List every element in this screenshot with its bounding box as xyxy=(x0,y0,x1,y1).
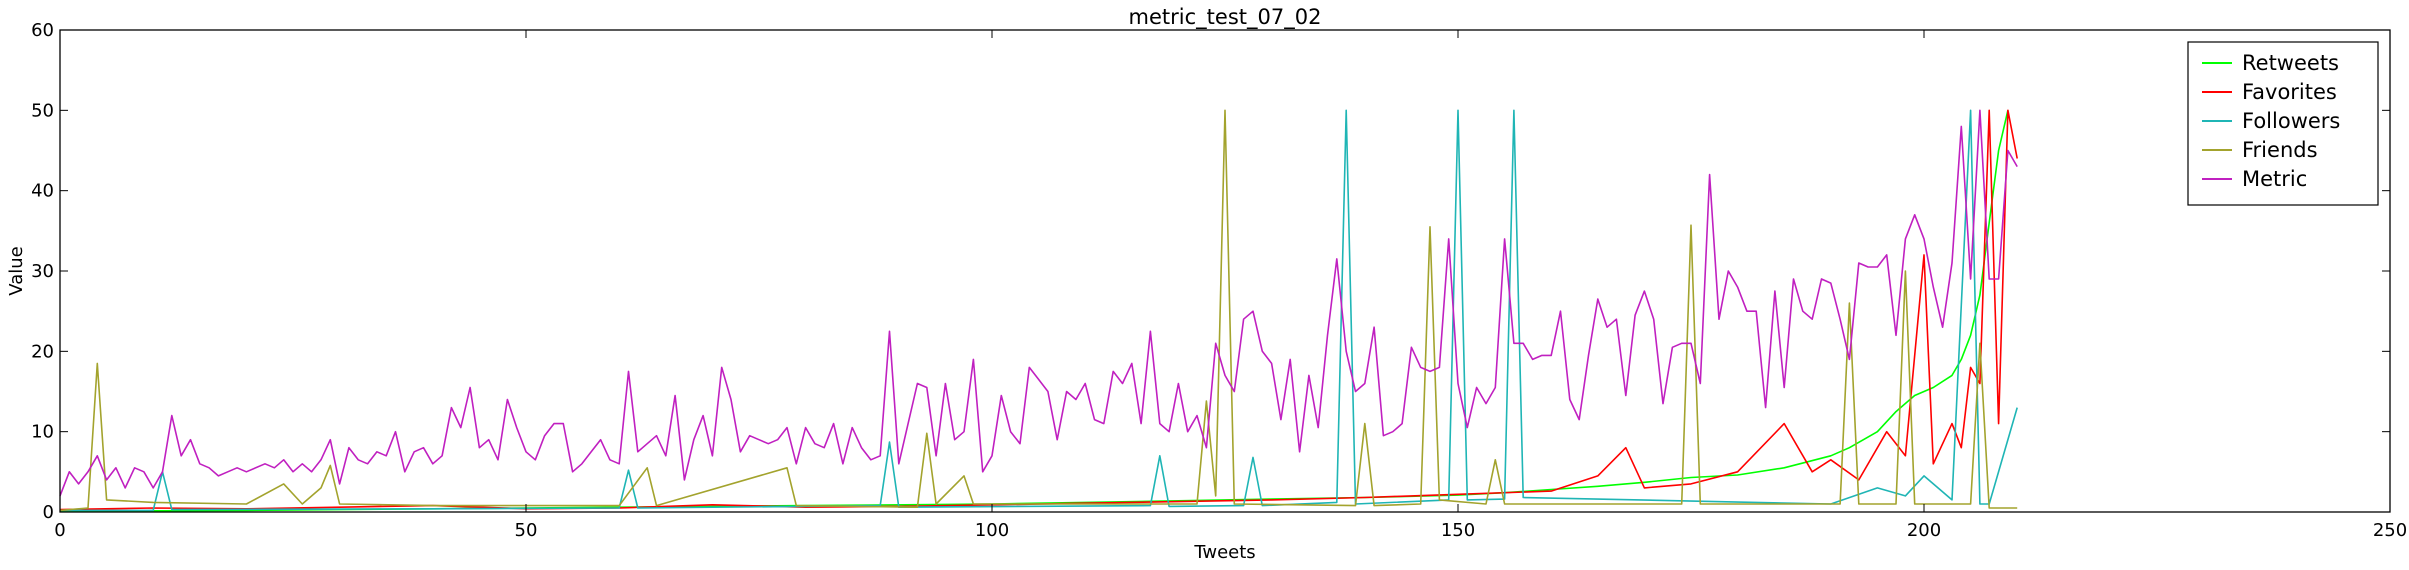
legend-label: Followers xyxy=(2242,109,2340,133)
y-tick-label: 20 xyxy=(31,341,54,362)
legend-box xyxy=(2187,41,2379,206)
legend-label: Retweets xyxy=(2242,51,2339,75)
x-tick-label: 200 xyxy=(1907,520,1941,541)
x-axis-label: Tweets xyxy=(1193,542,1255,563)
y-tick-label: 40 xyxy=(31,181,54,202)
y-tick-label: 60 xyxy=(31,20,54,41)
chart-title: metric_test_07_02 xyxy=(1129,5,1322,30)
y-tick-label: 50 xyxy=(31,100,54,121)
x-tick-label: 100 xyxy=(975,520,1009,541)
series-line-metric xyxy=(59,109,2018,497)
series-line-friends xyxy=(59,109,2018,512)
legend-label: Metric xyxy=(2242,167,2307,191)
x-tick-label: 150 xyxy=(1441,520,1475,541)
legend-label: Favorites xyxy=(2242,80,2337,104)
legend-label: Friends xyxy=(2242,138,2318,162)
x-tick-label: 250 xyxy=(2373,520,2407,541)
plot-lines xyxy=(59,109,2018,512)
y-tick-label: 10 xyxy=(31,422,54,443)
x-tick-label: 50 xyxy=(515,520,538,541)
legend: Retweets Favorites Followers Friends Metric xyxy=(2187,41,2379,206)
x-tick-label: 0 xyxy=(54,520,65,541)
axis-ticks: 0 50 100 150 200 250 0 10 20 30 40 50 60 xyxy=(31,20,2407,541)
plot-frame xyxy=(59,29,2391,513)
series-line-followers xyxy=(60,109,2018,512)
y-tick-label: 30 xyxy=(31,261,54,282)
y-axis-label: Value xyxy=(6,246,27,295)
y-tick-label: 0 xyxy=(43,502,54,523)
series-line-favorites xyxy=(59,109,2018,511)
